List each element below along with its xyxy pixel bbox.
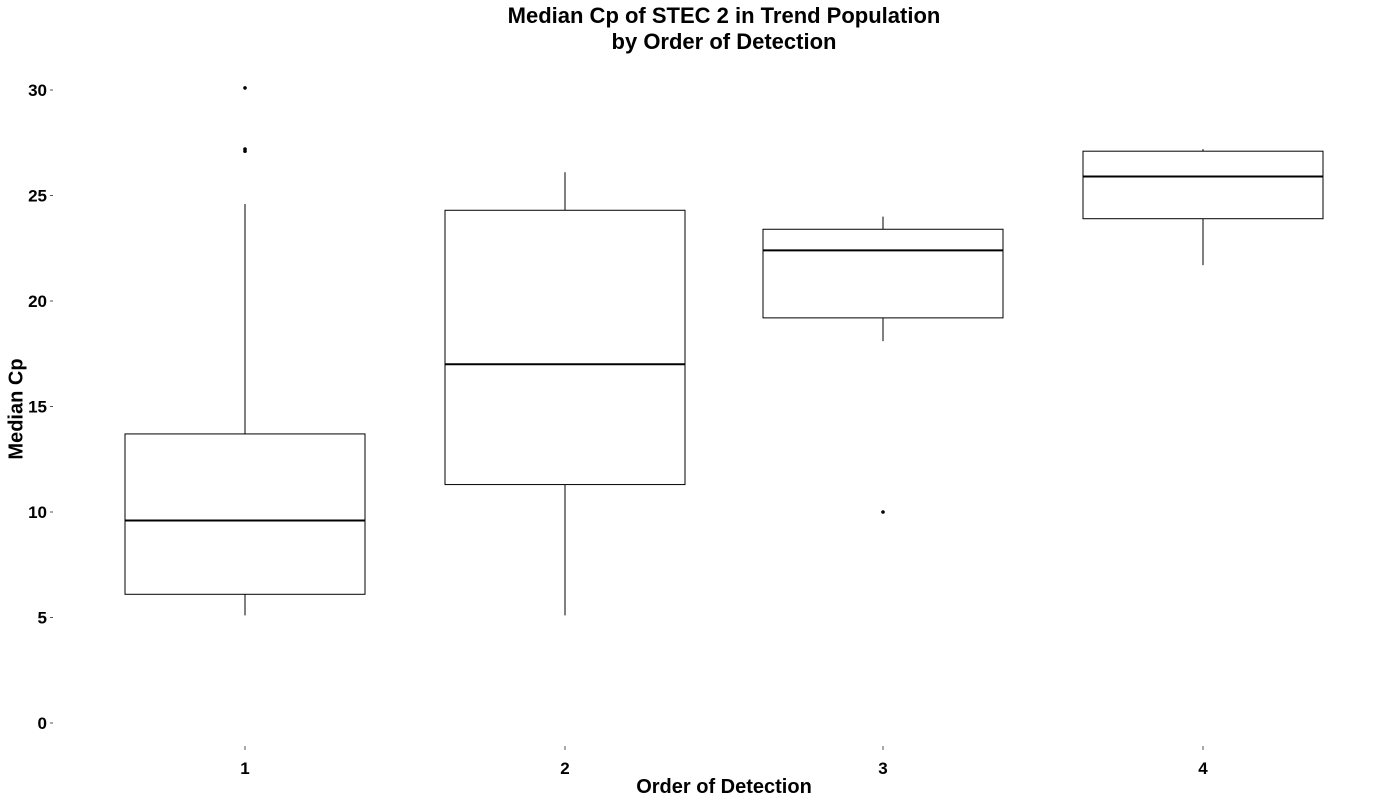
outlier-point [243, 147, 247, 151]
x-tick-label: 1 [240, 759, 249, 778]
chart-title-line-1: Median Cp of STEC 2 in Trend Population [507, 3, 941, 28]
x-tick-label: 2 [560, 759, 569, 778]
iqr-box [444, 209, 686, 486]
y-tick-label: 25 [28, 187, 47, 206]
y-tick-label: 10 [28, 503, 47, 522]
y-tick-label: 5 [38, 609, 47, 628]
iqr-box [1082, 150, 1324, 220]
outlier-point [243, 86, 247, 90]
y-tick-label: 30 [28, 81, 47, 100]
y-tick-label: 0 [38, 714, 47, 733]
y-tick-label: 20 [28, 292, 47, 311]
iqr-box [762, 228, 1004, 319]
x-axis-label: Order of Detection [636, 776, 812, 798]
iqr-box [124, 433, 366, 595]
chart-title-line-2: by Order of Detection [611, 29, 837, 54]
outlier-point [881, 510, 885, 514]
y-tick-label: 15 [28, 398, 47, 417]
x-tick-label: 3 [878, 759, 887, 778]
chart-title: Median Cp of STEC 2 in Trend Population … [0, 3, 1400, 55]
x-tick-label: 4 [1198, 759, 1208, 778]
